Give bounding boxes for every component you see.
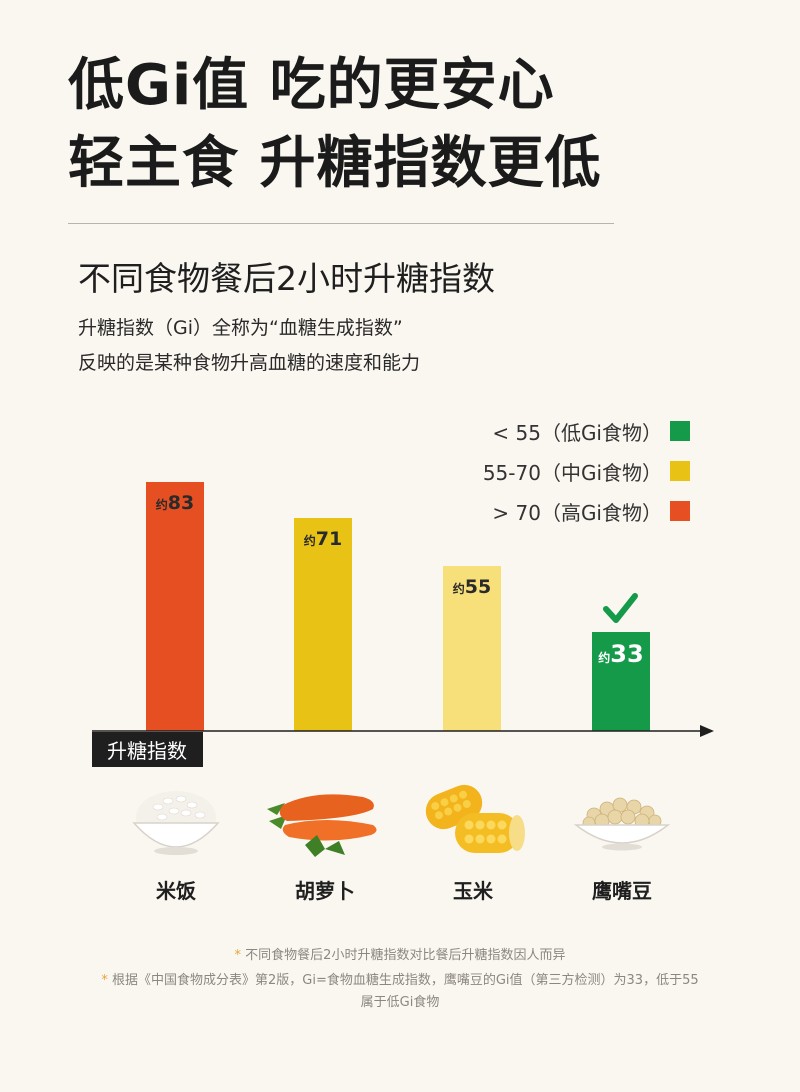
food-name-rice: 米饭	[156, 879, 196, 903]
footnote-line-2: * 根据《中国食物成分表》第2版，Gi=食物血糖生成指数，鹰嘴豆的Gi值（第三方…	[0, 969, 800, 988]
food-name-carrot: 胡萝卜	[295, 879, 355, 903]
bar-value-label-3: 约55	[453, 576, 491, 598]
legend-label-mid: 55-70（中Gi食物）	[482, 460, 662, 485]
legend-swatch-mid	[670, 461, 690, 481]
x-axis-arrow-icon	[700, 725, 714, 737]
bar-value-label-4: 约33	[598, 640, 643, 668]
footnote-text-1: 不同食物餐后2小时升糖指数对比餐后升糖指数因人而异	[245, 948, 566, 963]
food-carrot: 胡萝卜	[255, 775, 395, 904]
rice-bowl-icon	[132, 791, 220, 855]
bar-3	[443, 566, 501, 731]
legend-item-high: > 70（高Gi食物）	[492, 500, 690, 525]
bar-value-label-2: 约71	[304, 528, 342, 550]
chickpea-bowl-icon	[573, 797, 671, 851]
footnote-star-1: *	[234, 948, 242, 963]
bar-4	[592, 632, 650, 731]
legend-item-mid: 55-70（中Gi食物）	[483, 460, 690, 485]
legend-swatch-high	[670, 501, 690, 521]
corn-icon	[425, 784, 525, 853]
carrot-icon	[267, 794, 377, 857]
axis-label-box	[92, 732, 203, 767]
headline-line-1: 低Gi值 吃的更安心	[68, 53, 555, 118]
divider	[68, 223, 614, 224]
axis-label: 升糖指数	[107, 739, 187, 763]
footnote-text-2: 根据《中国食物成分表》第2版，Gi=食物血糖生成指数，鹰嘴豆的Gi值（第三方检测…	[112, 973, 699, 988]
headline-line-2: 轻主食 升糖指数更低	[68, 131, 602, 196]
legend-item-low: < 55（低Gi食物）	[492, 420, 690, 445]
description-line-1: 升糖指数（Gi）全称为“血糖生成指数”	[78, 317, 403, 339]
bar-1	[146, 482, 204, 731]
food-rice: 米饭	[106, 775, 246, 904]
legend-label-low: < 55（低Gi食物）	[492, 420, 662, 445]
food-name-corn: 玉米	[453, 879, 493, 903]
check-icon	[603, 593, 638, 623]
footnote-star-2: *	[101, 973, 108, 988]
food-name-chickpea: 鹰嘴豆	[592, 879, 652, 903]
legend-swatch-low	[670, 421, 690, 441]
footnote-line-1: * 不同食物餐后2小时升糖指数对比餐后升糖指数因人而异	[0, 944, 800, 963]
bar-value-label-1: 约83	[156, 492, 194, 514]
legend-label-high: > 70（高Gi食物）	[492, 500, 662, 525]
chart-title: 不同食物餐后2小时升糖指数	[78, 259, 495, 298]
food-chickpea: 鹰嘴豆	[552, 775, 692, 904]
bar-2	[294, 518, 352, 731]
food-corn: 玉米	[403, 775, 543, 904]
description-line-2: 反映的是某种食物升高血糖的速度和能力	[78, 352, 421, 374]
footnote-line-3: 属于低Gi食物	[360, 995, 440, 1010]
